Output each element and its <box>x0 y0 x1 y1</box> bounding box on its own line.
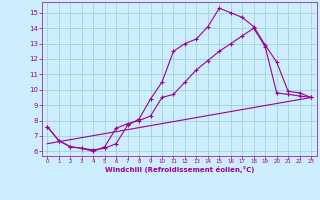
X-axis label: Windchill (Refroidissement éolien,°C): Windchill (Refroidissement éolien,°C) <box>105 166 254 173</box>
